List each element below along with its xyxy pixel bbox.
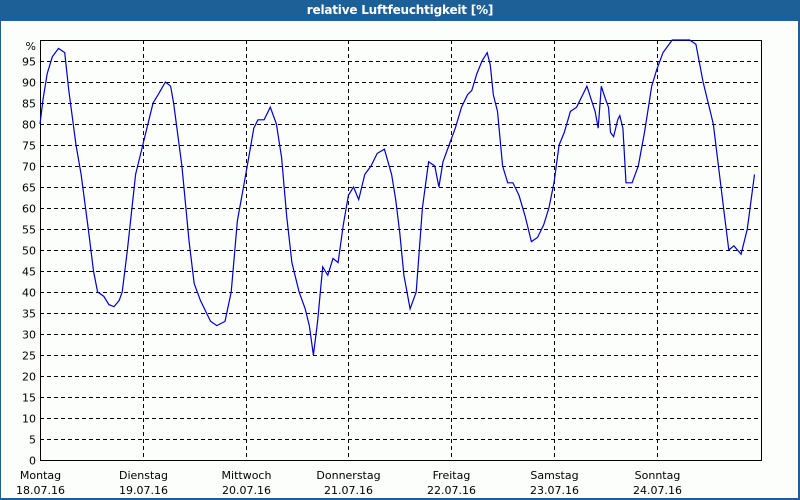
chart-title: relative Luftfeuchtigkeit [%] xyxy=(0,0,800,21)
y-tick-label: 65 xyxy=(22,182,36,195)
y-tick-label: 10 xyxy=(22,413,36,426)
y-tick-label: 95 xyxy=(22,56,36,69)
y-tick-label: 70 xyxy=(22,161,36,174)
x-tick-label: Samstag 23.07.16 xyxy=(530,469,579,497)
date: 18.07.16 xyxy=(16,484,65,497)
date: 24.07.16 xyxy=(633,484,682,497)
x-axis-labels: Montag 18.07.16 Dienstag 19.07.16 Mittwoch 20… xyxy=(16,469,682,497)
day-name: Donnerstag xyxy=(316,469,380,482)
gridlines xyxy=(40,40,761,460)
humidity-series-line xyxy=(39,39,756,356)
y-tick-label: 25 xyxy=(22,350,36,363)
y-tick-label: 20 xyxy=(22,371,36,384)
y-unit-label: % xyxy=(26,40,36,53)
y-tick-label: 40 xyxy=(22,287,36,300)
day-name: Dienstag xyxy=(119,469,168,482)
y-tick-label: 15 xyxy=(22,392,36,405)
day-name: Freitag xyxy=(433,469,471,482)
y-tick-label: 5 xyxy=(29,434,36,447)
plot-frame xyxy=(40,40,762,461)
y-tick-label: 0 xyxy=(29,455,36,468)
day-name: Sonntag xyxy=(635,469,681,482)
y-tick-label: 50 xyxy=(22,245,36,258)
day-name: Mittwoch xyxy=(222,469,272,482)
date: 20.07.16 xyxy=(222,484,271,497)
x-tick-label: Dienstag 19.07.16 xyxy=(119,469,168,497)
y-tick-label: 85 xyxy=(22,98,36,111)
day-name: Samstag xyxy=(530,469,578,482)
y-tick-label: 80 xyxy=(22,119,36,132)
y-tick-label: 30 xyxy=(22,329,36,342)
x-tick-label: Sonntag 24.07.16 xyxy=(633,469,682,497)
y-axis-labels: 0 5 10 15 20 25 30 35 40 45 50 55 60 65 70 75 80 85 90 95% xyxy=(22,40,36,468)
day-name: Montag xyxy=(20,469,61,482)
x-tick-label: Freitag 22.07.16 xyxy=(427,469,476,497)
date: 19.07.16 xyxy=(119,484,168,497)
date: 22.07.16 xyxy=(427,484,476,497)
y-tick-label: 90 xyxy=(22,77,36,90)
x-tick-label: Mittwoch 20.07.16 xyxy=(222,469,272,497)
y-tick-label: 60 xyxy=(22,203,36,216)
axes xyxy=(40,40,762,461)
y-tick-label: 45 xyxy=(22,266,36,279)
x-tick-label: Montag 18.07.16 xyxy=(16,469,65,497)
y-tick-label: 75 xyxy=(22,140,36,153)
x-tick-label: Donnerstag 21.07.16 xyxy=(316,469,380,497)
date: 21.07.16 xyxy=(324,484,373,497)
y-tick-label: 35 xyxy=(22,308,36,321)
y-tick-label: 55 xyxy=(22,224,36,237)
date: 23.07.16 xyxy=(530,484,579,497)
